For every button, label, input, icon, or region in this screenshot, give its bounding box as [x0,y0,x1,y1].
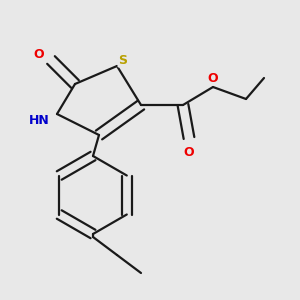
Text: HN: HN [28,113,50,127]
Text: O: O [184,146,194,160]
Text: O: O [34,47,44,61]
Text: S: S [118,53,127,67]
Text: O: O [208,71,218,85]
